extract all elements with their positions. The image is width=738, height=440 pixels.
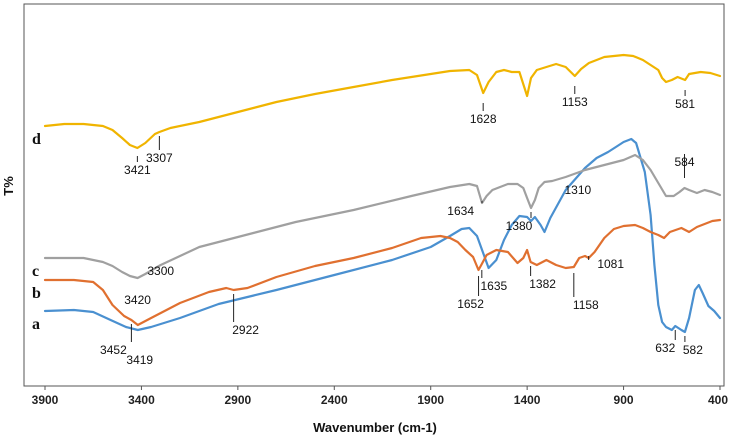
annotation-label-2922: 2922 [232,323,259,337]
annotation-label-3300: 3300 [147,264,174,278]
x-tick-label-900: 900 [614,393,634,407]
plot-frame [23,3,725,387]
x-tick-label-400: 400 [708,393,728,407]
x-tick-label-3400: 3400 [128,393,155,407]
curve-label-layer: abc d [32,131,41,333]
series-a-line [43,137,722,334]
y-axis-title: T% [1,176,16,196]
annotation-label-584: 584 [674,155,694,169]
x-tick-label-2400: 2400 [321,393,348,407]
annotation-label-3421: 3421 [124,163,151,177]
x-tick-labels: 3900 3400 2900 2400 1900 1400 900 400 [32,386,728,407]
annotation-label-3452: 3452 [100,343,127,357]
annotation-label-1158: 1158 [573,298,599,312]
curve-label-a: a [32,316,40,333]
annotation-label-1634: 1634 [447,204,474,218]
series-layer [43,53,722,334]
x-tick-label-1400: 1400 [514,393,541,407]
x-axis-title: Wavenumber (cm-1) [313,420,437,435]
x-tick-label-2900: 2900 [225,393,252,407]
annotation-label-3307: 3307 [146,151,173,165]
series-c-line [43,153,722,280]
x-tick-label-3900: 3900 [32,393,59,407]
series-d-line [43,53,722,150]
curve-label-c: c [32,263,39,280]
annotation-label-1153: 1153 [562,95,588,109]
series-b-line [43,218,722,327]
annotation-label-1081: 1081 [597,257,624,271]
annotation-label-1652: 1652 [457,297,484,311]
annotation-label-1635: 1635 [480,279,507,293]
curve-label-d: d [32,131,41,148]
annotation-label-1380: 1380 [506,219,533,233]
annotation-label-581: 581 [675,97,695,111]
annotation-label-1310: 1310 [565,183,592,197]
x-tick-label-1900: 1900 [417,393,444,407]
annotation-label-3419: 3419 [126,353,153,367]
annotation-label-3420: 3420 [124,293,151,307]
annotation-label-1382: 1382 [529,277,556,291]
annotation-label-582: 582 [683,343,703,357]
annotation-label-632: 632 [655,341,675,355]
annotation-label-1628: 1628 [470,112,497,126]
curve-label-b: b [32,285,41,302]
